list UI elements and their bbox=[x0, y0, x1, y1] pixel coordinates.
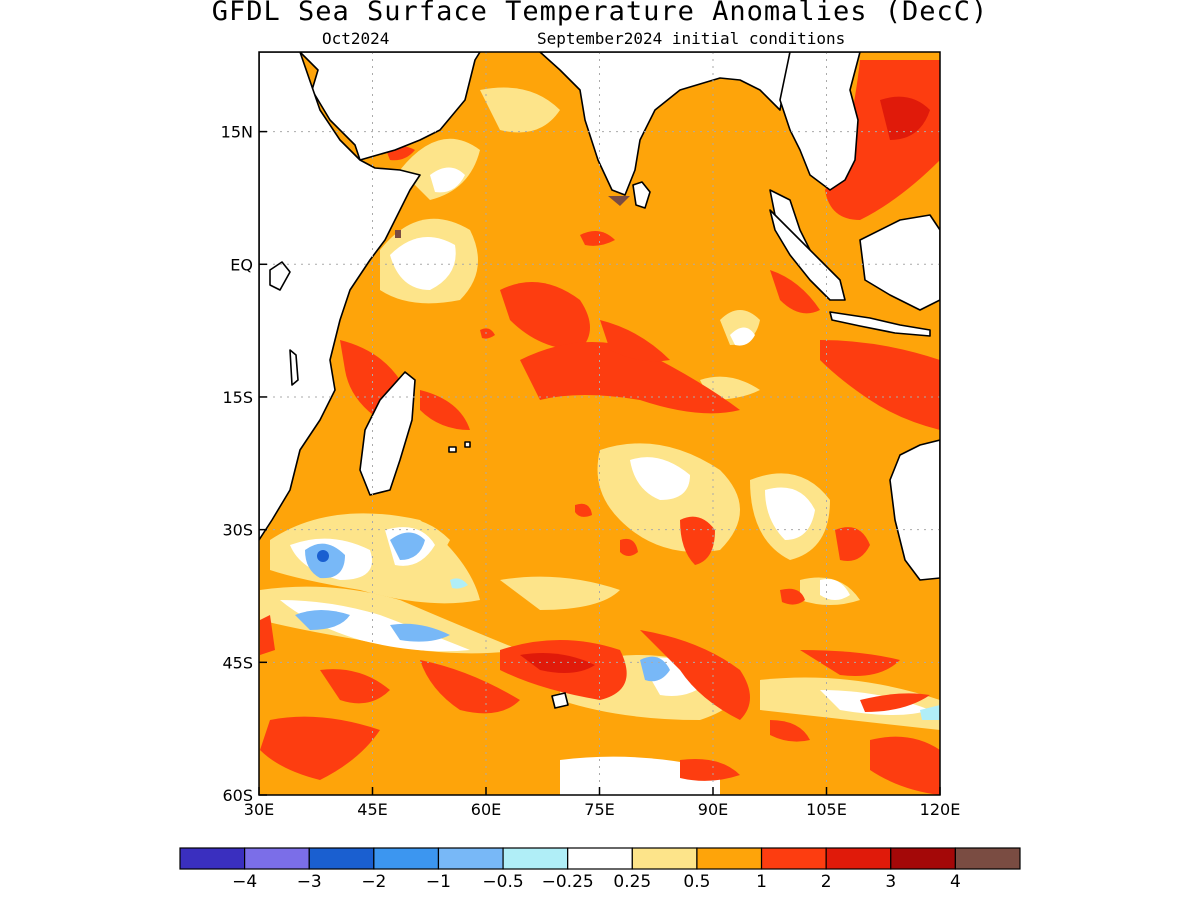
longitude-axis: 30E 45E 60E 75E 90E 105E 120E bbox=[244, 787, 961, 819]
lon-tick-label: 105E bbox=[806, 800, 847, 819]
lat-tick-label: 15S bbox=[222, 388, 253, 407]
colorbar-swatch bbox=[437, 847, 504, 870]
colorbar-label: −0.25 bbox=[542, 872, 594, 892]
lat-tick-label: 60S bbox=[222, 786, 253, 805]
anomaly-above-4-spots bbox=[395, 196, 630, 238]
lat-tick-label: 30S bbox=[222, 521, 253, 540]
forecast-month: Oct2024 bbox=[322, 29, 390, 48]
colorbar-swatch bbox=[825, 847, 892, 870]
lat-tick-label: 15N bbox=[221, 123, 253, 142]
colorbar-swatch bbox=[567, 847, 633, 870]
colorbar-swatch bbox=[696, 847, 763, 870]
colorbar-swatch bbox=[244, 847, 310, 870]
anomaly-2-3-regions bbox=[520, 96, 930, 674]
anomaly-negative-regions bbox=[295, 532, 940, 720]
colorbar-label: 3 bbox=[885, 872, 896, 892]
colorbar-label: 0.25 bbox=[613, 872, 651, 892]
lon-tick-label: 45E bbox=[357, 800, 387, 819]
colorbar: −4 −3 −2 −1 −0.5 −0.25 0.25 0.5 1 2 3 4 bbox=[179, 847, 1021, 892]
colorbar-swatch bbox=[373, 847, 440, 870]
colorbar-swatch bbox=[502, 847, 569, 870]
colorbar-label: 0.5 bbox=[683, 872, 710, 892]
colorbar-swatch bbox=[179, 847, 246, 870]
map-grid bbox=[259, 52, 940, 795]
colorbar-label: −0.5 bbox=[482, 872, 523, 892]
lon-tick-label: 90E bbox=[698, 800, 728, 819]
colorbar-label: 4 bbox=[950, 872, 961, 892]
colorbar-label: 2 bbox=[821, 872, 832, 892]
colorbar-label: −4 bbox=[232, 872, 257, 892]
colorbar-swatch bbox=[631, 847, 698, 870]
colorbar-label: −3 bbox=[297, 872, 322, 892]
lat-tick-label: 45S bbox=[222, 653, 253, 672]
anomaly-1-2-regions bbox=[260, 60, 940, 795]
land-masses bbox=[259, 52, 940, 709]
lon-tick-label: 120E bbox=[920, 800, 961, 819]
chart-title: GFDL Sea Surface Temperature Anomalies (… bbox=[211, 0, 989, 27]
colorbar-swatch bbox=[890, 847, 956, 870]
colorbar-label: 1 bbox=[756, 872, 767, 892]
colorbar-swatch bbox=[760, 847, 827, 870]
colorbar-label: −1 bbox=[426, 872, 451, 892]
colorbar-swatch bbox=[308, 847, 375, 870]
colorbar-label: −2 bbox=[361, 872, 386, 892]
lon-tick-label: 75E bbox=[584, 800, 614, 819]
lon-tick-label: 60E bbox=[471, 800, 501, 819]
lon-tick-label: 30E bbox=[244, 800, 274, 819]
initial-conditions: September2024 initial conditions bbox=[537, 29, 846, 48]
colorbar-swatch bbox=[954, 847, 1021, 870]
lat-tick-label: EQ bbox=[230, 255, 253, 274]
latitude-axis: 15N EQ 15S 30S 45S 60S bbox=[221, 123, 267, 805]
